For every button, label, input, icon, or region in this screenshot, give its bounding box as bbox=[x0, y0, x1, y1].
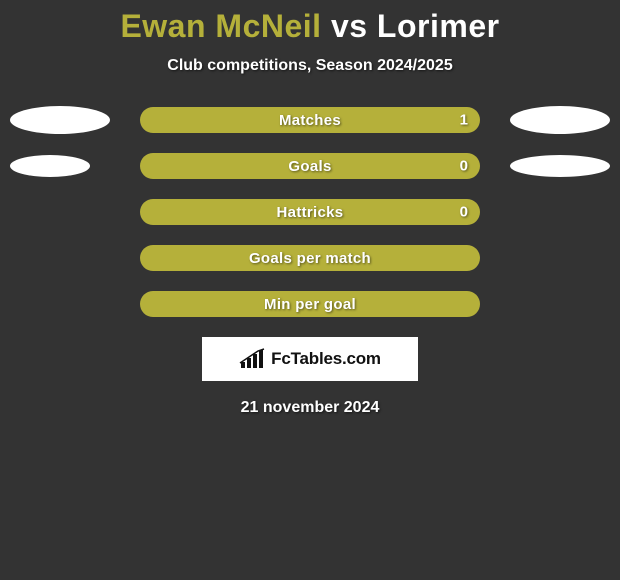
stat-row: Hattricks 0 bbox=[0, 199, 620, 225]
stat-label: Goals per match bbox=[249, 250, 371, 267]
stat-label: Matches bbox=[279, 112, 341, 129]
stat-row: Matches 1 bbox=[0, 107, 620, 133]
stat-rows: Matches 1 Goals 0 Hattricks 0 Goals per match M… bbox=[0, 107, 620, 317]
date-text: 21 november 2024 bbox=[0, 399, 620, 417]
subtitle: Club competitions, Season 2024/2025 bbox=[0, 57, 620, 75]
stat-value: 1 bbox=[460, 112, 468, 129]
brand-box: FcTables.com bbox=[202, 337, 418, 381]
right-ellipse bbox=[510, 106, 610, 134]
right-ellipse bbox=[510, 155, 610, 177]
title-player1: Ewan McNeil bbox=[120, 8, 321, 44]
brand-text: FcTables.com bbox=[271, 349, 381, 369]
stat-row: Goals 0 bbox=[0, 153, 620, 179]
stat-value: 0 bbox=[460, 158, 468, 175]
page-title: Ewan McNeil vs Lorimer bbox=[0, 0, 620, 45]
stat-bar: Matches 1 bbox=[140, 107, 480, 133]
stat-bar: Hattricks 0 bbox=[140, 199, 480, 225]
stat-bar: Min per goal bbox=[140, 291, 480, 317]
title-vs: vs bbox=[331, 8, 368, 44]
stat-bar: Goals 0 bbox=[140, 153, 480, 179]
stat-label: Goals bbox=[288, 158, 331, 175]
barchart-icon bbox=[239, 348, 265, 370]
left-ellipse bbox=[10, 106, 110, 134]
stat-label: Min per goal bbox=[264, 296, 356, 313]
left-ellipse bbox=[10, 155, 90, 177]
stat-row: Min per goal bbox=[0, 291, 620, 317]
stat-bar: Goals per match bbox=[140, 245, 480, 271]
title-player2: Lorimer bbox=[377, 8, 500, 44]
stat-value: 0 bbox=[460, 204, 468, 221]
stat-row: Goals per match bbox=[0, 245, 620, 271]
stat-label: Hattricks bbox=[277, 204, 344, 221]
